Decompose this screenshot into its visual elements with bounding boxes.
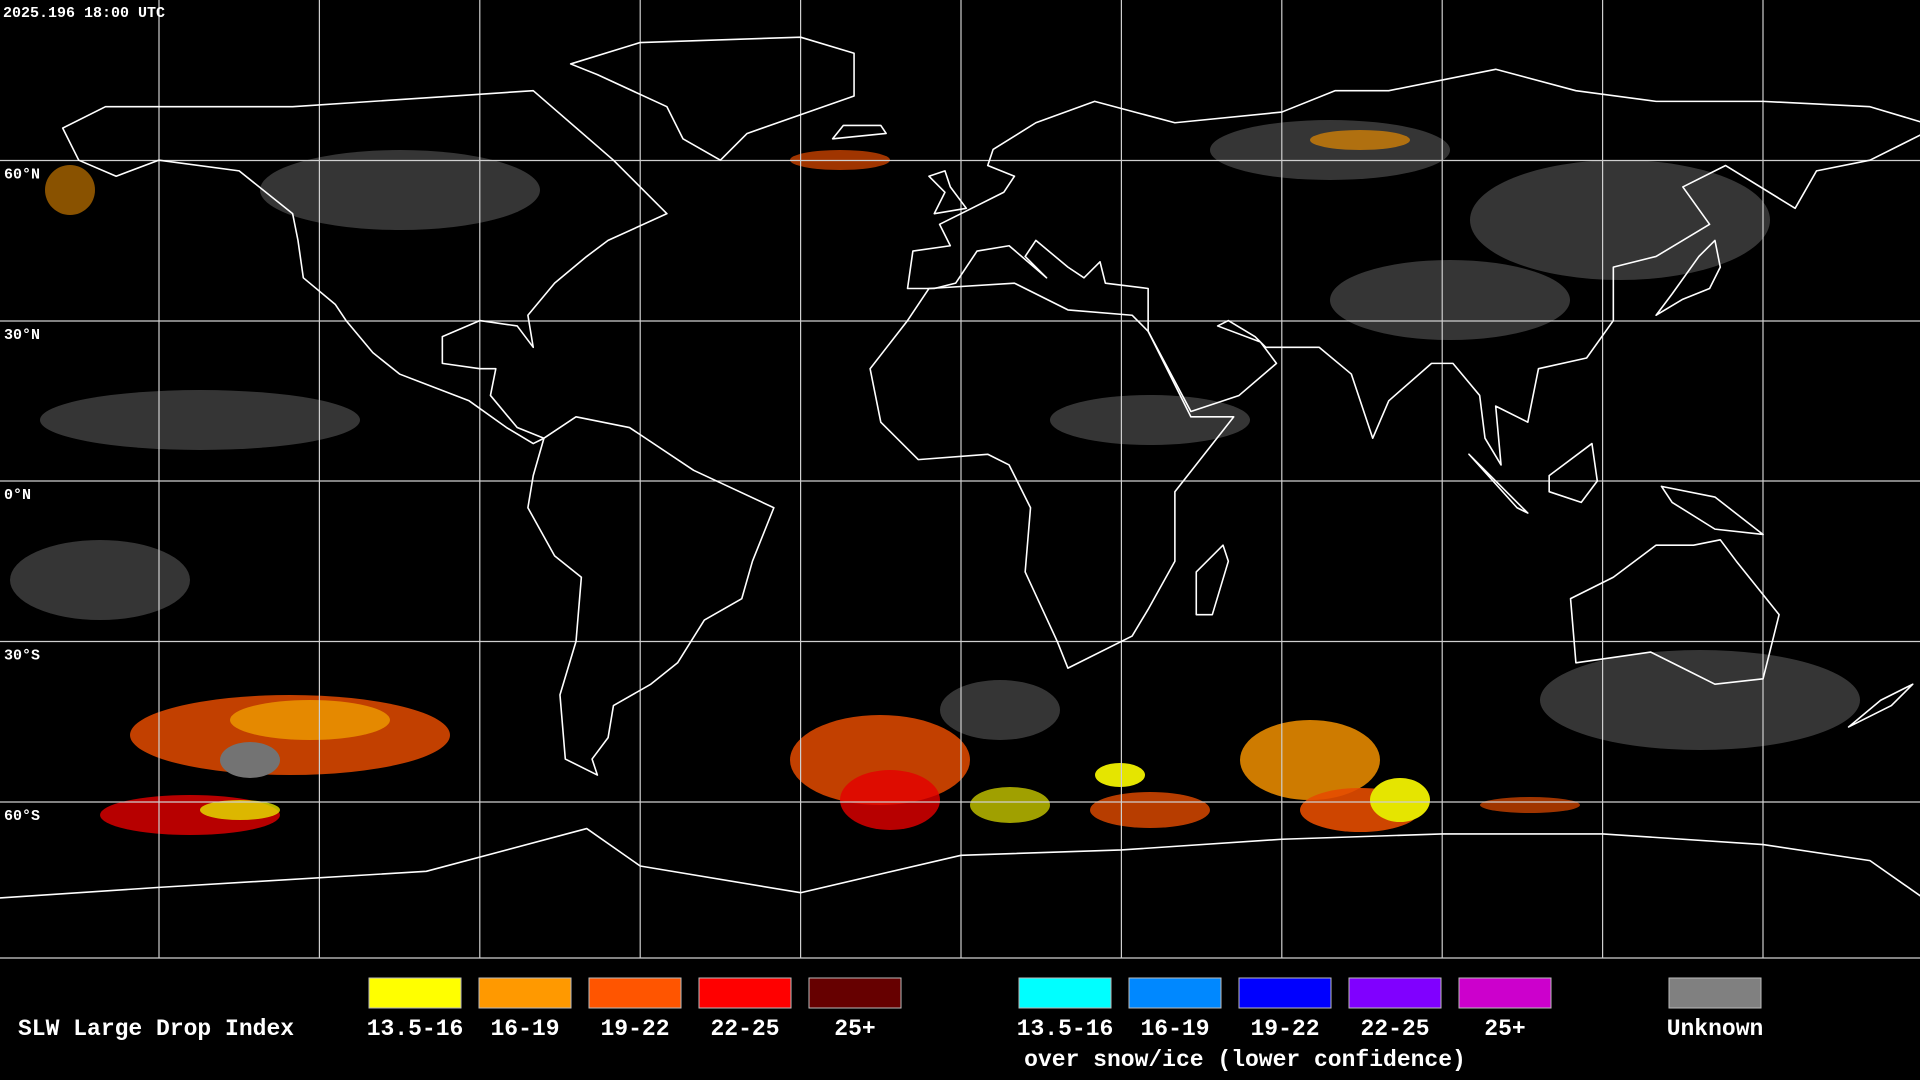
- legend-swatch: [1458, 977, 1552, 1009]
- legend-label: 16-19: [490, 1016, 559, 1042]
- graticule: [0, 0, 1920, 958]
- latitude-label: 60°N: [4, 167, 40, 184]
- legend-label: 19-22: [1250, 1016, 1319, 1042]
- legend-label: 25+: [834, 1016, 875, 1042]
- legend-title: SLW Large Drop Index: [18, 1016, 294, 1042]
- legend: 13.5-16 16-19 19-22 22-25 25+ 13.5-16 16-19 19-…: [367, 977, 1764, 1042]
- latitude-label: 30°N: [4, 327, 40, 344]
- legend-swatch: [1128, 977, 1222, 1009]
- legend-swatch: [808, 977, 902, 1009]
- legend-label: 22-25: [1360, 1016, 1429, 1042]
- legend-label: 25+: [1484, 1016, 1525, 1042]
- legend-swatch: [1018, 977, 1112, 1009]
- legend-label: 13.5-16: [1017, 1016, 1114, 1042]
- legend-label: 19-22: [600, 1016, 669, 1042]
- legend-swatch: [368, 977, 462, 1009]
- imagery: [10, 120, 1860, 835]
- snow-note: over snow/ice (lower confidence): [1024, 1047, 1466, 1073]
- legend-label: 13.5-16: [367, 1016, 464, 1042]
- legend-panel: [0, 958, 1920, 1080]
- latitude-labels: 60°N 30°N 0°N 30°S 60°S: [4, 167, 40, 826]
- legend-swatch: [1238, 977, 1332, 1009]
- legend-swatch: [698, 977, 792, 1009]
- legend-swatch: [1668, 977, 1762, 1009]
- legend-swatch: [478, 977, 572, 1009]
- legend-swatch: [1348, 977, 1442, 1009]
- legend-label: 16-19: [1140, 1016, 1209, 1042]
- legend-label: 22-25: [710, 1016, 779, 1042]
- latitude-label: 30°S: [4, 648, 40, 665]
- latitude-label: 0°N: [4, 487, 31, 504]
- legend-label: Unknown: [1667, 1016, 1764, 1042]
- latitude-label: 60°S: [4, 808, 40, 825]
- precip-patches: [45, 130, 1580, 835]
- legend-swatch: [588, 977, 682, 1009]
- coastlines: [0, 37, 1920, 898]
- timestamp: 2025.196 18:00 UTC: [3, 5, 165, 22]
